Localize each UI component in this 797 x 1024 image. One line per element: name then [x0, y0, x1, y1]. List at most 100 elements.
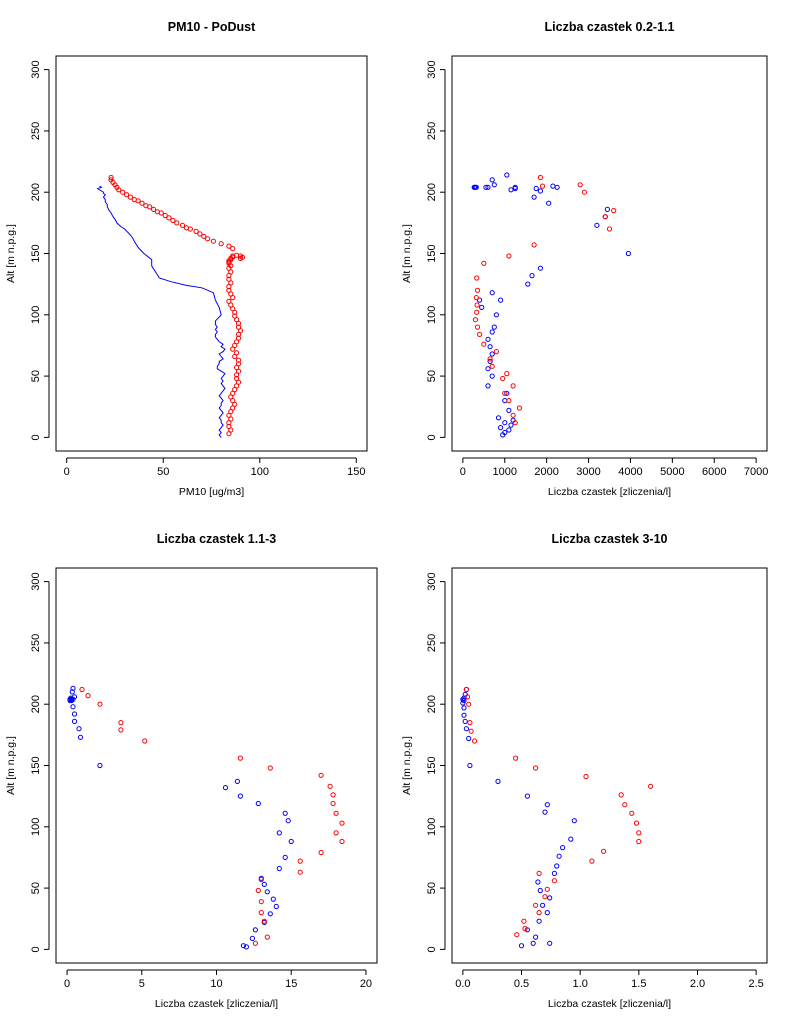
data-point [234, 375, 240, 382]
data-point [71, 718, 78, 725]
data-point [537, 188, 544, 194]
data-point [546, 200, 552, 206]
data-point [493, 312, 499, 318]
data-point [479, 304, 485, 310]
data-point [629, 810, 635, 816]
data-point [622, 802, 628, 808]
y-tick-label: 300 [30, 572, 42, 590]
data-point [568, 836, 574, 842]
data-point [285, 818, 291, 824]
data-point [547, 940, 553, 946]
data-point [154, 209, 160, 215]
data-point [633, 820, 640, 826]
data-point [510, 412, 516, 418]
data-point [502, 429, 508, 436]
data-point [512, 184, 518, 190]
series-ascent [108, 174, 245, 437]
data-point [536, 918, 542, 924]
data-point [495, 415, 502, 421]
data-point [537, 265, 544, 271]
data-point [71, 711, 78, 717]
data-point [472, 317, 478, 323]
data-point [489, 351, 495, 357]
data-point [502, 390, 508, 396]
data-point [255, 887, 261, 894]
data-point [226, 243, 232, 249]
data-point [255, 800, 261, 807]
y-tick-label: 0 [426, 434, 438, 440]
data-point [97, 701, 103, 707]
data-point [540, 902, 546, 908]
x-tick-label: 0.5 [514, 978, 529, 990]
data-point [551, 870, 558, 877]
plot-frame [55, 55, 368, 452]
y-tick-label: 0 [30, 434, 42, 440]
data-point [521, 918, 527, 924]
y-tick-label: 150 [30, 756, 42, 774]
data-point [611, 208, 617, 214]
data-point [222, 785, 229, 791]
data-point [542, 809, 548, 815]
x-tick-label: 2.5 [748, 978, 763, 990]
data-point [193, 228, 199, 234]
x-tick-label: 1000 [493, 466, 517, 478]
x-tick-label: 2000 [534, 466, 558, 478]
y-tick-label: 100 [426, 818, 438, 836]
data-point [477, 297, 483, 303]
x-tick-label: 5000 [660, 466, 684, 478]
data-point [577, 182, 583, 188]
data-point [467, 762, 473, 769]
data-point [581, 189, 588, 195]
data-point [466, 701, 472, 707]
data-point [210, 238, 216, 244]
data-point [318, 772, 324, 778]
x-tick-label: 0.0 [455, 978, 470, 990]
data-point [618, 792, 624, 798]
data-point [542, 894, 548, 900]
y-tick-label: 150 [30, 244, 42, 262]
y-tick-label: 150 [426, 244, 438, 262]
data-point [544, 910, 550, 916]
data-point [467, 720, 473, 726]
data-point [174, 220, 180, 226]
data-point [235, 357, 242, 363]
data-point [267, 911, 273, 917]
y-tick-label: 200 [30, 695, 42, 713]
data-point [118, 727, 124, 733]
data-point [537, 174, 544, 181]
x-tick-label: 1.5 [631, 978, 646, 990]
data-point [571, 818, 577, 824]
data-point [502, 420, 508, 426]
data-point [79, 686, 85, 693]
data-point [510, 383, 516, 389]
data-point [143, 203, 149, 209]
y-tick-label: 100 [30, 306, 42, 324]
data-point [594, 222, 600, 228]
data-point [474, 324, 481, 330]
data-point [537, 887, 543, 894]
data-point [485, 184, 491, 190]
x-tick-label: 4000 [618, 466, 642, 478]
data-point [602, 214, 608, 220]
y-tick-label: 300 [426, 60, 438, 78]
data-point [508, 187, 514, 193]
data-point [544, 802, 550, 808]
data-point [461, 697, 467, 704]
series-descent [471, 172, 632, 438]
x-tick-label: 0 [64, 466, 70, 478]
data-point [249, 935, 255, 942]
x-tick-label: 100 [251, 466, 269, 478]
series-ascent [79, 686, 345, 946]
data-point [485, 336, 491, 342]
data-point [474, 302, 480, 308]
data-point [481, 341, 487, 347]
data-point [489, 177, 495, 183]
chart-title: PM10 - PoDust [168, 20, 256, 34]
data-point [481, 260, 487, 266]
data-point [170, 217, 176, 223]
x-tick-label: 5 [139, 978, 145, 990]
data-point [142, 738, 148, 744]
data-point [508, 422, 514, 428]
x-tick-label: 0 [460, 466, 466, 478]
